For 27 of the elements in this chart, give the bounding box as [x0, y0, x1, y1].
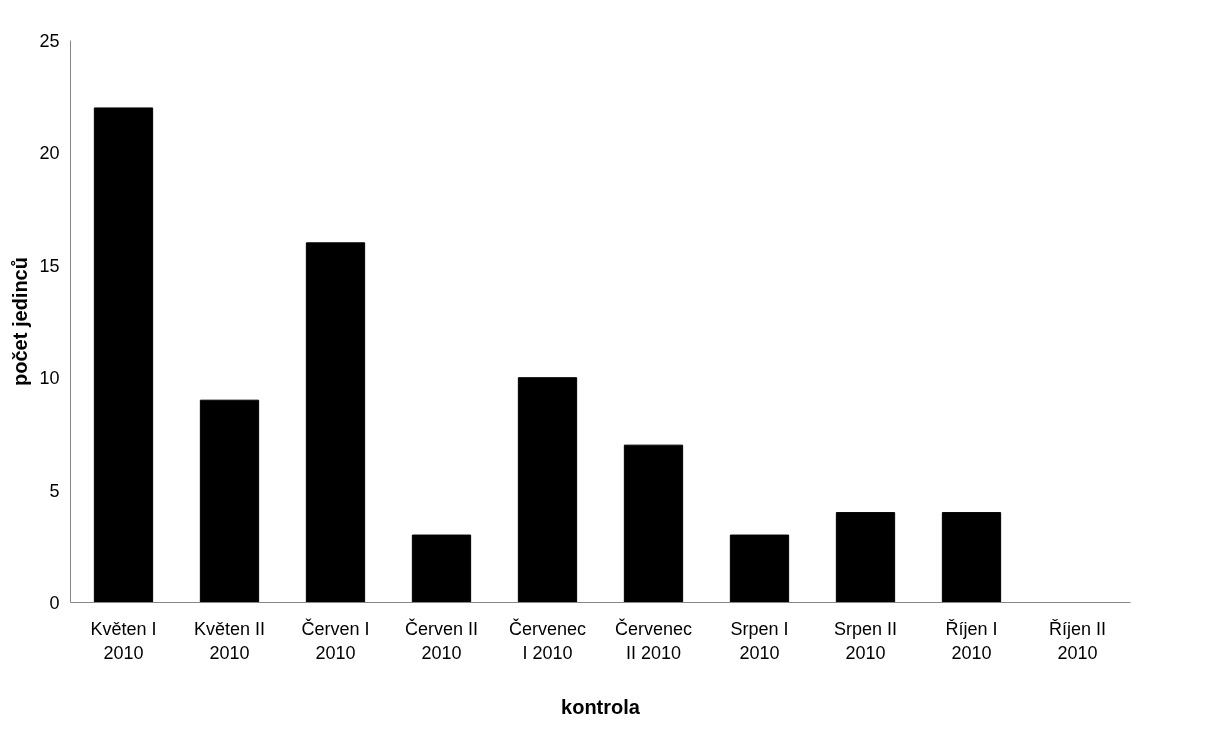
bar [729, 534, 790, 603]
y-tick-label: 15 [39, 255, 60, 276]
x-tick-label: Květen II 2010 [193, 618, 266, 663]
bar [835, 512, 896, 603]
x-tick-label: Květen I 2010 [90, 618, 157, 663]
x-tick-label: Červenec II 2010 [614, 617, 693, 663]
x-axis-title: kontrola [561, 695, 641, 718]
bar [93, 107, 154, 603]
bar [517, 377, 578, 603]
x-tick-label: Říjen II 2010 [1048, 618, 1107, 663]
x-tick-label: Červen II 2010 [404, 617, 479, 663]
y-tick-label: 5 [49, 480, 60, 501]
x-tick-label: Červenec I 2010 [508, 617, 587, 663]
y-tick-label: 0 [49, 593, 60, 613]
bar [305, 242, 366, 603]
x-tick-label: Červen I 2010 [301, 617, 370, 663]
bar [623, 444, 684, 603]
bar [941, 512, 1002, 603]
y-tick-label: 20 [39, 143, 60, 164]
y-axis-title: počet jedinců [9, 257, 32, 386]
bar [199, 399, 260, 603]
x-tick-label: Srpen II 2010 [833, 618, 898, 663]
x-tick-label: Říjen I 2010 [945, 618, 998, 663]
y-tick-label: 10 [39, 368, 60, 389]
x-tick-label: Srpen I 2010 [730, 618, 789, 663]
y-tick-label: 25 [39, 31, 60, 51]
bar [411, 534, 472, 603]
